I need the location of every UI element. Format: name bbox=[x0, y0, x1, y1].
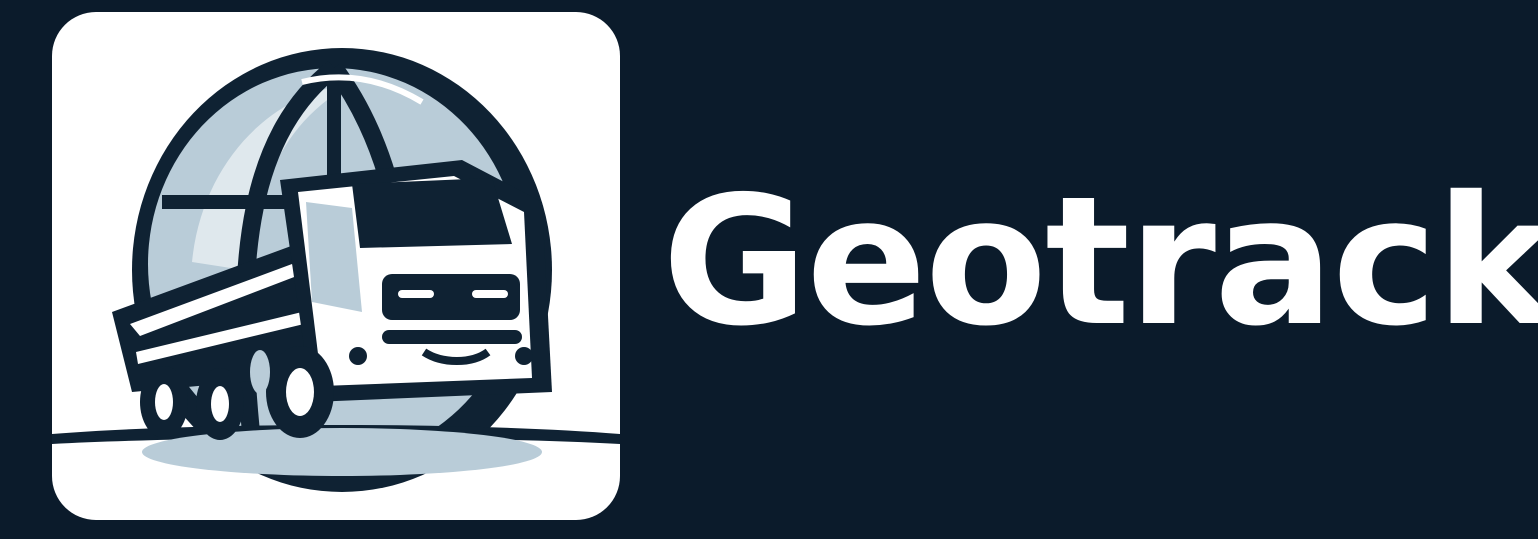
app-logo bbox=[52, 12, 620, 520]
globe-truck-icon bbox=[52, 48, 620, 492]
brand-name: Geotrack bbox=[662, 158, 1538, 365]
